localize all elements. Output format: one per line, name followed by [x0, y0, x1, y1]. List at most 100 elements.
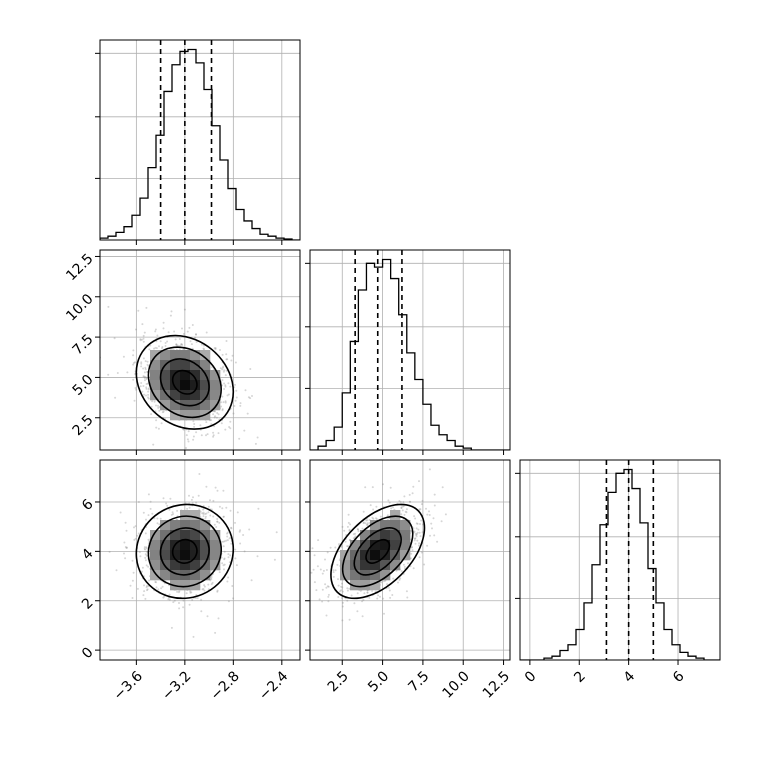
- histogram-2-steps: [520, 468, 720, 660]
- panel-2-density-cell: [370, 570, 381, 581]
- panel-0-density-cell: [200, 360, 211, 371]
- panel-0-density-cell: [190, 410, 201, 421]
- x-tick-label-2-0: 0: [522, 668, 540, 686]
- histogram-panel-0: [95, 39, 301, 245]
- panel-1-density-cell: [180, 520, 191, 531]
- panel-2-density-cell: [390, 560, 401, 571]
- scatter-panel-0-1-content: [100, 250, 300, 450]
- panel-1-density-cell: [190, 510, 201, 521]
- x-tick-label-2-1: 2: [571, 668, 589, 686]
- histogram-panel-2: [515, 459, 721, 665]
- panel-0-density-cell: [160, 390, 171, 401]
- panel-2-density-cell: [380, 530, 391, 541]
- panel-1-density-cell: [200, 560, 211, 571]
- panel-0-density-cell: [150, 360, 161, 371]
- x-tick-label-2-2: 4: [621, 668, 639, 686]
- panel-1-density-cell: [150, 530, 161, 541]
- x-tick-label-1-1: 5.0: [365, 668, 392, 695]
- panel-2-density-cell: [370, 530, 381, 541]
- panel-1-density-cell: [160, 520, 171, 531]
- y-tick-label-2-1: 2: [79, 595, 97, 613]
- panel-2-density-cell: [370, 580, 381, 591]
- x-tick-label-0-0: −3.6: [111, 668, 146, 703]
- panel-2-density-cell: [360, 530, 371, 541]
- panel-2-density-cell: [340, 560, 351, 571]
- panel-2-density-cell: [390, 520, 401, 531]
- panel-1-density-cell: [160, 550, 171, 561]
- panel-0-contour-2: [147, 346, 222, 419]
- scatter-panel-1-frame: [99, 459, 301, 661]
- histogram-0-steps: [100, 48, 300, 240]
- panel-1-density-cell: [200, 530, 211, 541]
- panel-1-density-cell: [210, 550, 221, 561]
- x-tick-label-1-0: 2.5: [325, 668, 352, 695]
- panel-2-density-cell: [390, 510, 401, 521]
- panel-1-density-cell: [180, 560, 191, 571]
- panel-2-density-cell: [390, 540, 401, 551]
- panel-0-density-cell: [190, 370, 201, 381]
- panel-0-density-cell: [190, 350, 201, 361]
- panel-0-density-cell: [180, 360, 191, 371]
- scatter-panel-0-2-content: [100, 460, 300, 660]
- y-tick-label-1-3: 10.0: [63, 291, 96, 324]
- panel-0-density-cell: [150, 380, 161, 391]
- panel-1-density-cell: [170, 550, 181, 561]
- panel-1-density-cell: [150, 540, 161, 551]
- panel-1-density-cell: [170, 530, 181, 541]
- panel-0-density-cell: [200, 400, 211, 411]
- y-tick-label-2-3: 6: [79, 496, 97, 514]
- panel-1-density-cell: [210, 540, 221, 551]
- y-tick-label-1-4: 12.5: [63, 251, 96, 284]
- panel-0-density-cell: [180, 350, 191, 361]
- panel-0-density-cell: [170, 380, 181, 391]
- panel-1-density-cell: [150, 560, 161, 571]
- panel-0-density-cell: [170, 350, 181, 361]
- panel-0-density-cell: [210, 390, 221, 401]
- scatter-panel-0-2: [95, 459, 301, 665]
- panel-1-density-cell: [210, 530, 221, 541]
- panel-1-density-cell: [200, 540, 211, 551]
- x-tick-label-0-1: −3.2: [159, 668, 194, 703]
- x-tick-label-0-2: −2.8: [208, 668, 243, 703]
- panel-2-density-cell: [360, 550, 371, 561]
- panel-2-density-cell: [340, 570, 351, 581]
- scatter-panel-2-frame: [309, 459, 511, 661]
- panel-0-density-cell: [200, 390, 211, 401]
- panel-0-contour-3: [135, 334, 235, 430]
- panel-0-density-cell: [210, 400, 221, 411]
- panel-2-density-cell: [380, 570, 391, 581]
- panel-0-density-cell: [160, 350, 171, 361]
- panel-1-density-cell: [160, 570, 171, 581]
- panel-2-contour-0: [365, 538, 391, 564]
- panel-2-density-cell: [380, 560, 391, 571]
- scatter-panel-0-1: [95, 249, 301, 455]
- panel-1-density-cell: [160, 540, 171, 551]
- panel-0-density-cell: [170, 390, 181, 401]
- x-tick-label-0-3: −2.4: [256, 668, 291, 703]
- panel-1-density-cell: [180, 580, 191, 591]
- panel-0-density-cell: [170, 360, 181, 371]
- panel-2-density-cell: [370, 550, 381, 561]
- panel-0-density-cell: [160, 380, 171, 391]
- panel-1-density-cell: [180, 510, 191, 521]
- panel-1-contour-2: [147, 515, 222, 588]
- panel-0-contour-0: [171, 369, 198, 395]
- panel-0-density-cell: [160, 400, 171, 411]
- panel-1-density-cell: [190, 560, 201, 571]
- y-tick-label-2-0: 0: [79, 644, 97, 662]
- panel-2-density-cell: [350, 540, 361, 551]
- panel-1-density-cell: [190, 570, 201, 581]
- panel-0-density-cell: [190, 390, 201, 401]
- panel-1-density-cell: [180, 540, 191, 551]
- panel-2-density-cell: [400, 530, 411, 541]
- panel-2-density-cell: [370, 560, 381, 571]
- panel-1-density-cell: [150, 550, 161, 561]
- panel-1-contour-1: [159, 527, 210, 576]
- panel-0-density-cell: [200, 350, 211, 361]
- panel-0-density-cell: [170, 400, 181, 411]
- panel-1-density-cell: [150, 570, 161, 581]
- panel-1-density-cell: [200, 520, 211, 531]
- histogram-1-frame: [309, 249, 511, 451]
- scatter-panel-1-2-content: [310, 460, 510, 660]
- panel-1-density-cell: [190, 520, 201, 531]
